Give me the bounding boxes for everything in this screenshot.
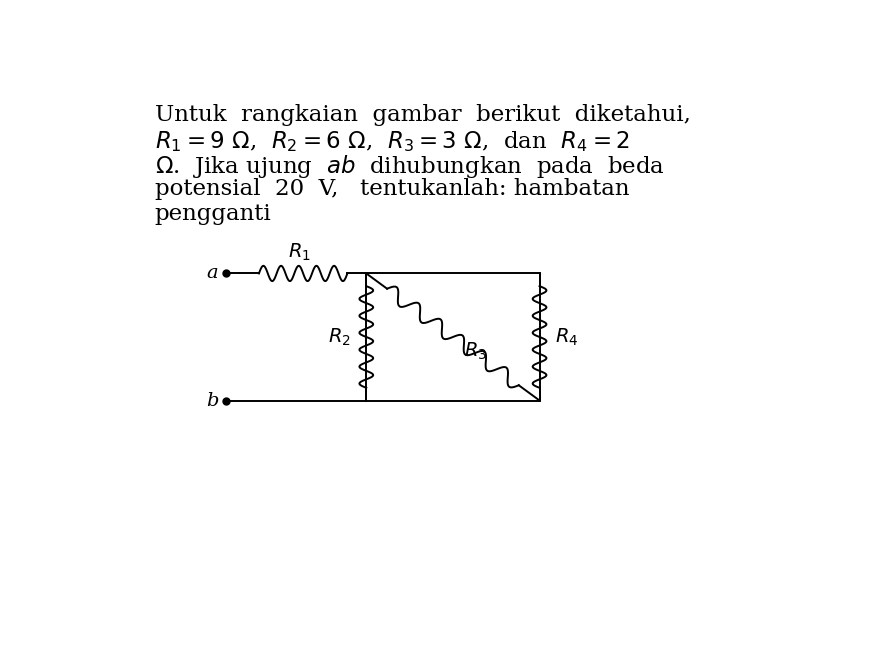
Text: potensial  20  V,   tentukanlah: hambatan: potensial 20 V, tentukanlah: hambatan	[155, 178, 629, 200]
Text: Untuk  rangkaian  gambar  berikut  diketahui,: Untuk rangkaian gambar berikut diketahui…	[155, 104, 691, 126]
Text: $R_4$: $R_4$	[555, 326, 578, 348]
Text: $R_1 = 9\ \Omega$,  $R_2 = 6\ \Omega$,  $R_3 = 3\ \Omega$,  dan  $R_4 = 2$: $R_1 = 9\ \Omega$, $R_2 = 6\ \Omega$, $R…	[155, 129, 629, 154]
Text: a: a	[207, 264, 218, 282]
Text: $\Omega$.  Jika ujung  $ab$  dihubungkan  pada  beda: $\Omega$. Jika ujung $ab$ dihubungkan pa…	[155, 153, 664, 180]
Text: pengganti: pengganti	[155, 202, 271, 225]
Text: b: b	[206, 391, 218, 410]
Text: $R_1$: $R_1$	[288, 241, 311, 263]
Text: $R_3$: $R_3$	[465, 341, 488, 362]
Text: $R_2$: $R_2$	[328, 326, 351, 348]
